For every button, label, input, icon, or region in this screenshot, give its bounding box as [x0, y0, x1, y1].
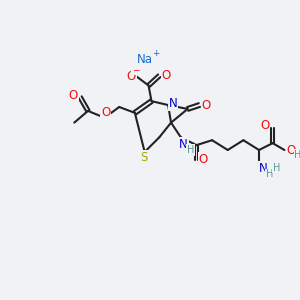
Text: +: +	[152, 49, 159, 58]
Text: H: H	[266, 169, 273, 179]
Text: O: O	[260, 119, 269, 132]
Text: O: O	[202, 98, 211, 112]
Text: O: O	[69, 89, 78, 102]
Text: O: O	[199, 153, 208, 166]
Text: S: S	[140, 151, 147, 164]
Text: N: N	[179, 138, 188, 151]
Text: O: O	[101, 106, 110, 119]
Text: H: H	[294, 150, 300, 160]
Text: O: O	[161, 69, 171, 82]
Text: Na: Na	[137, 52, 153, 66]
Text: O: O	[126, 70, 136, 83]
Text: O: O	[286, 143, 296, 157]
Text: N: N	[169, 97, 177, 110]
Text: −: −	[132, 65, 140, 74]
Text: N: N	[259, 162, 267, 175]
Text: H: H	[187, 145, 194, 155]
Text: H: H	[273, 163, 280, 172]
